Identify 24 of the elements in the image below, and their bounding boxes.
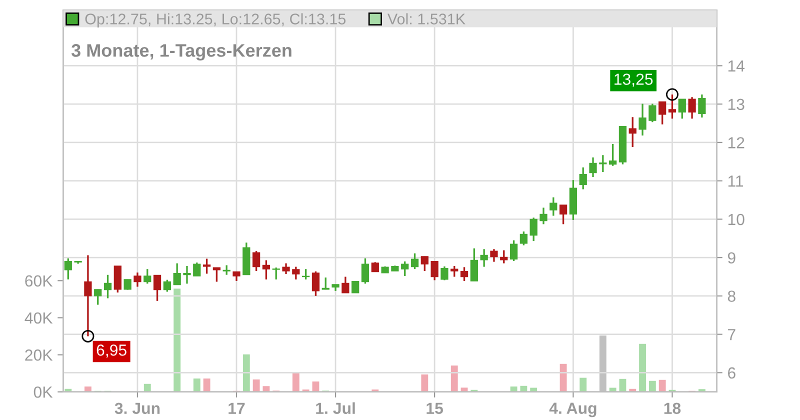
y-tick-label: 10 — [728, 214, 744, 226]
legend-label: Vol: 1.531K — [387, 13, 466, 24]
y-tick-label: 11 — [728, 176, 744, 187]
y2-tick-label: 60K — [25, 275, 53, 287]
annotation: 13,25 — [614, 74, 653, 87]
y-tick-label: 13 — [728, 98, 744, 110]
y-tick-label: 8 — [728, 290, 736, 302]
y-tick-label: 14 — [728, 60, 745, 72]
y-tick-label: 7 — [728, 329, 736, 340]
legend-label: Op:12.75, Hi:13.25, Lo:12.65, Cl:13.15 — [85, 13, 346, 28]
y-tick-label: 9 — [728, 252, 736, 264]
annotation: 6,95 — [96, 344, 126, 358]
y2-tick-label: 40K — [24, 312, 53, 324]
x-tick-label: 3. Jun — [114, 402, 160, 414]
text: 3 Monate, 1-Tages-Kerzen — [71, 44, 292, 60]
y-tick-label: 12 — [728, 137, 744, 148]
x-tick-label: 4. Aug — [549, 402, 596, 418]
x-tick-label: 1. Jul — [316, 402, 355, 414]
y2-tick-label: 0K — [34, 386, 53, 398]
x-tick-label: 17 — [228, 402, 245, 414]
y-tick-label: 6 — [728, 367, 736, 379]
x-tick-label: 15 — [426, 402, 443, 414]
x-tick-label: 18 — [664, 402, 681, 414]
y2-tick-label: 20K — [25, 349, 53, 361]
